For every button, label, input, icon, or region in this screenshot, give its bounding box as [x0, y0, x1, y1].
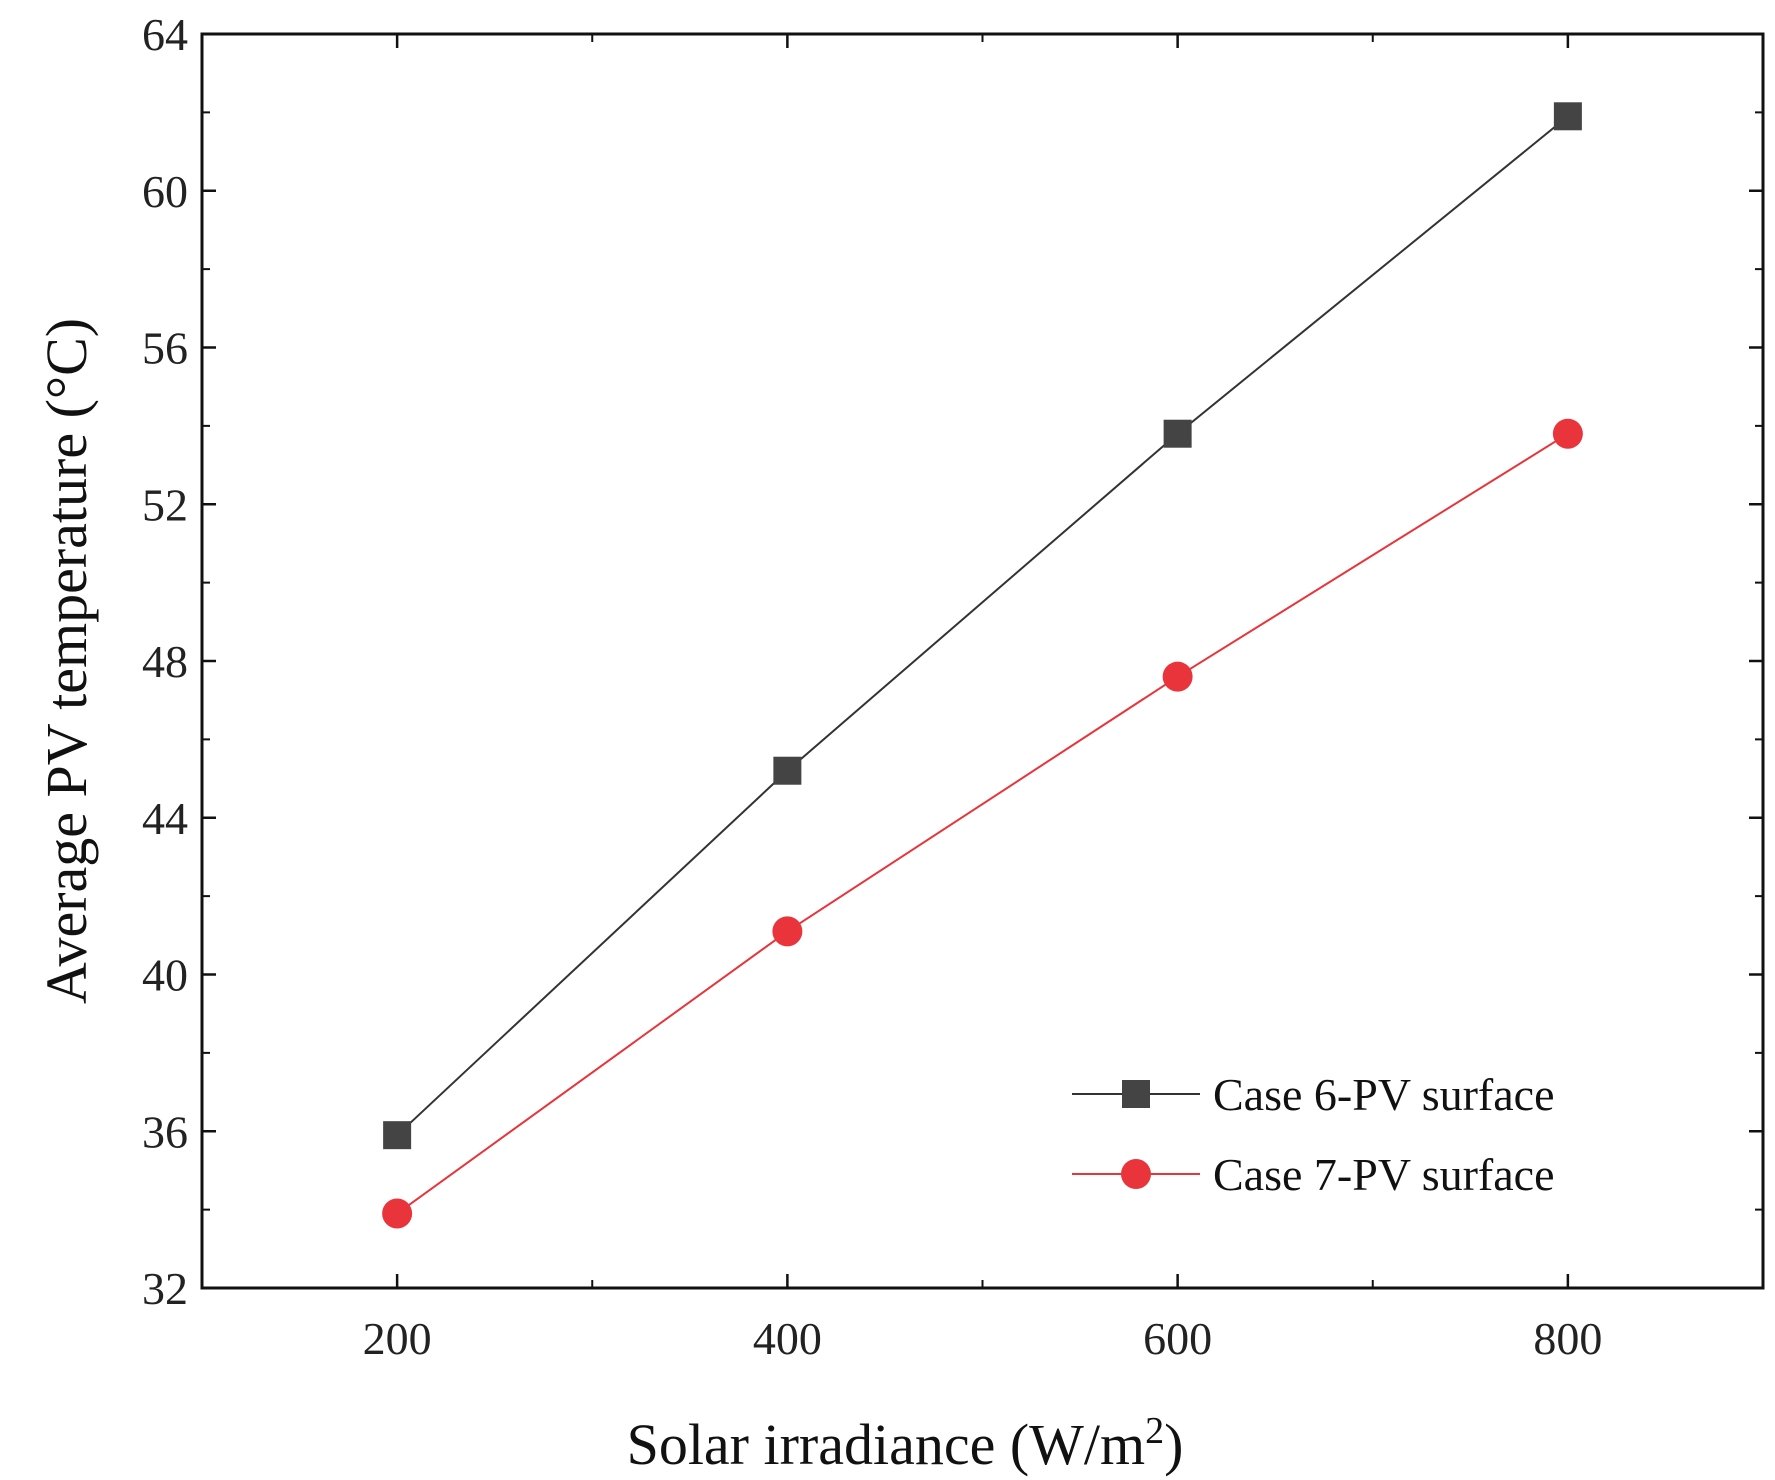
- legend-label-case-7: Case 7-PV surface: [1213, 1149, 1555, 1200]
- data-point-square: [383, 1121, 412, 1150]
- y-axis-title: Average PV temperature (°C): [34, 318, 99, 1004]
- y-tick-label: 44: [142, 793, 188, 844]
- series-lines: [396, 115, 1569, 1215]
- legend: Case 6-PV surface Case 7-PV surface: [1072, 1069, 1555, 1200]
- y-tick-label: 36: [142, 1106, 188, 1157]
- x-axis-tick-labels: 200 400 600 800: [363, 1313, 1603, 1364]
- y-tick-label: 60: [142, 166, 188, 217]
- y-axis-tick-labels: 32 36 40 44 48 52 56 60 64: [142, 9, 188, 1314]
- data-point-square: [1553, 102, 1582, 131]
- data-point-square: [773, 756, 802, 785]
- series-line-1: [396, 115, 1569, 1136]
- y-tick-label: 52: [142, 479, 188, 530]
- series-line-2: [396, 432, 1569, 1215]
- data-point-circle: [1552, 418, 1583, 449]
- x-axis-title: Solar irradiance (W/m2): [627, 1410, 1184, 1477]
- x-tick-label: 400: [753, 1313, 822, 1364]
- y-tick-label: 40: [142, 950, 188, 1001]
- y-tick-label: 64: [142, 9, 188, 60]
- data-point-circle: [772, 916, 803, 947]
- data-point-square: [1163, 419, 1192, 448]
- x-axis-ticks: [395, 34, 1570, 1288]
- legend-label-case-6: Case 6-PV surface: [1213, 1069, 1555, 1120]
- y-tick-label: 48: [142, 636, 188, 687]
- y-tick-label: 56: [142, 323, 188, 374]
- y-tick-label: 32: [142, 1263, 188, 1314]
- legend-marker-case-6-square-icon: [1122, 1080, 1150, 1108]
- data-point-circle: [382, 1198, 413, 1229]
- x-axis-title-superscript: 2: [1145, 1410, 1164, 1452]
- x-tick-label: 600: [1143, 1313, 1212, 1364]
- x-tick-label: 800: [1533, 1313, 1602, 1364]
- x-tick-label: 200: [363, 1313, 432, 1364]
- x-axis-title-main: Solar irradiance (W/m: [627, 1412, 1146, 1477]
- series-markers: [382, 102, 1583, 1229]
- x-axis-title-suffix: ): [1164, 1412, 1183, 1477]
- y-axis-ticks: [202, 32, 1763, 1290]
- data-point-circle: [1162, 661, 1193, 692]
- legend-marker-case-7-circle-icon: [1121, 1159, 1151, 1189]
